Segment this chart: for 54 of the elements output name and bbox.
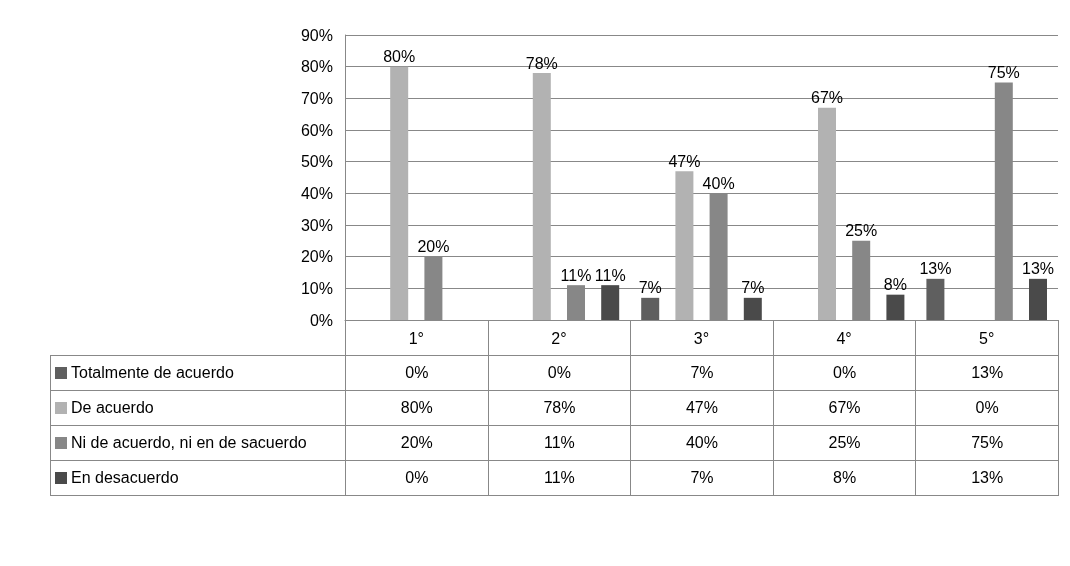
- data-label: 0%: [488, 355, 631, 390]
- x-tick-label: 2°: [551, 329, 567, 347]
- data-label: 78%: [488, 390, 631, 425]
- y-tick-label: 20%: [300, 248, 333, 266]
- text: 11%: [560, 266, 592, 284]
- y-tick-label: 10%: [300, 279, 333, 297]
- y-tick-label: 70%: [300, 89, 333, 107]
- text: 25%: [845, 222, 878, 240]
- x-tick-label: 1°: [408, 329, 424, 347]
- legend-label: Totalmente de acuerdo: [71, 363, 234, 381]
- legend-label: De acuerdo: [71, 398, 154, 416]
- legend-label: En desacuerdo: [71, 468, 179, 486]
- data-label: 40%: [630, 425, 774, 460]
- data-label: 7%: [630, 460, 774, 495]
- x-tick-label: 3°: [693, 329, 710, 347]
- data-label: 0%: [345, 355, 489, 390]
- legend-label: Ni de acuerdo, ni en de sacuerdo: [71, 433, 307, 451]
- text: 75%: [987, 64, 1020, 81]
- data-label: 47%: [630, 390, 774, 425]
- text: 7%: [638, 279, 662, 297]
- data-label: 0%: [345, 460, 489, 495]
- text: 13%: [1021, 260, 1055, 278]
- data-label: 67%: [773, 390, 916, 425]
- data-label: 0%: [915, 390, 1059, 425]
- text: 20%: [417, 238, 450, 256]
- data-label: 25%: [773, 425, 916, 460]
- text: 67%: [810, 89, 844, 107]
- x-tick-label: 5°: [979, 329, 995, 347]
- data-label: 75%: [915, 425, 1059, 460]
- y-tick-label: 30%: [300, 216, 333, 234]
- text: 40%: [702, 174, 735, 192]
- data-label: 20%: [345, 425, 489, 460]
- text: 8%: [883, 276, 907, 294]
- y-tick-label: 60%: [300, 121, 333, 139]
- y-tick-label: 50%: [300, 153, 333, 171]
- y-tick-label: 0%: [309, 311, 333, 329]
- data-label: 80%: [345, 390, 489, 425]
- data-label: 8%: [773, 460, 916, 495]
- text: 78%: [525, 54, 558, 72]
- y-tick-label: 40%: [300, 184, 333, 202]
- data-label: 11%: [488, 425, 631, 460]
- y-tick-label: 80%: [300, 58, 333, 76]
- y-tick-label: 90%: [300, 26, 333, 44]
- text: 11%: [594, 266, 626, 284]
- data-label: 11%: [488, 460, 631, 495]
- data-label: 7%: [630, 355, 774, 390]
- data-label: 13%: [915, 355, 1059, 390]
- data-label: 0%: [773, 355, 916, 390]
- text: 7%: [741, 279, 765, 297]
- text: 13%: [919, 260, 952, 278]
- data-label: 13%: [915, 460, 1059, 495]
- text: 80%: [383, 48, 416, 66]
- x-tick-label: 4°: [836, 329, 852, 347]
- text: 47%: [668, 152, 701, 170]
